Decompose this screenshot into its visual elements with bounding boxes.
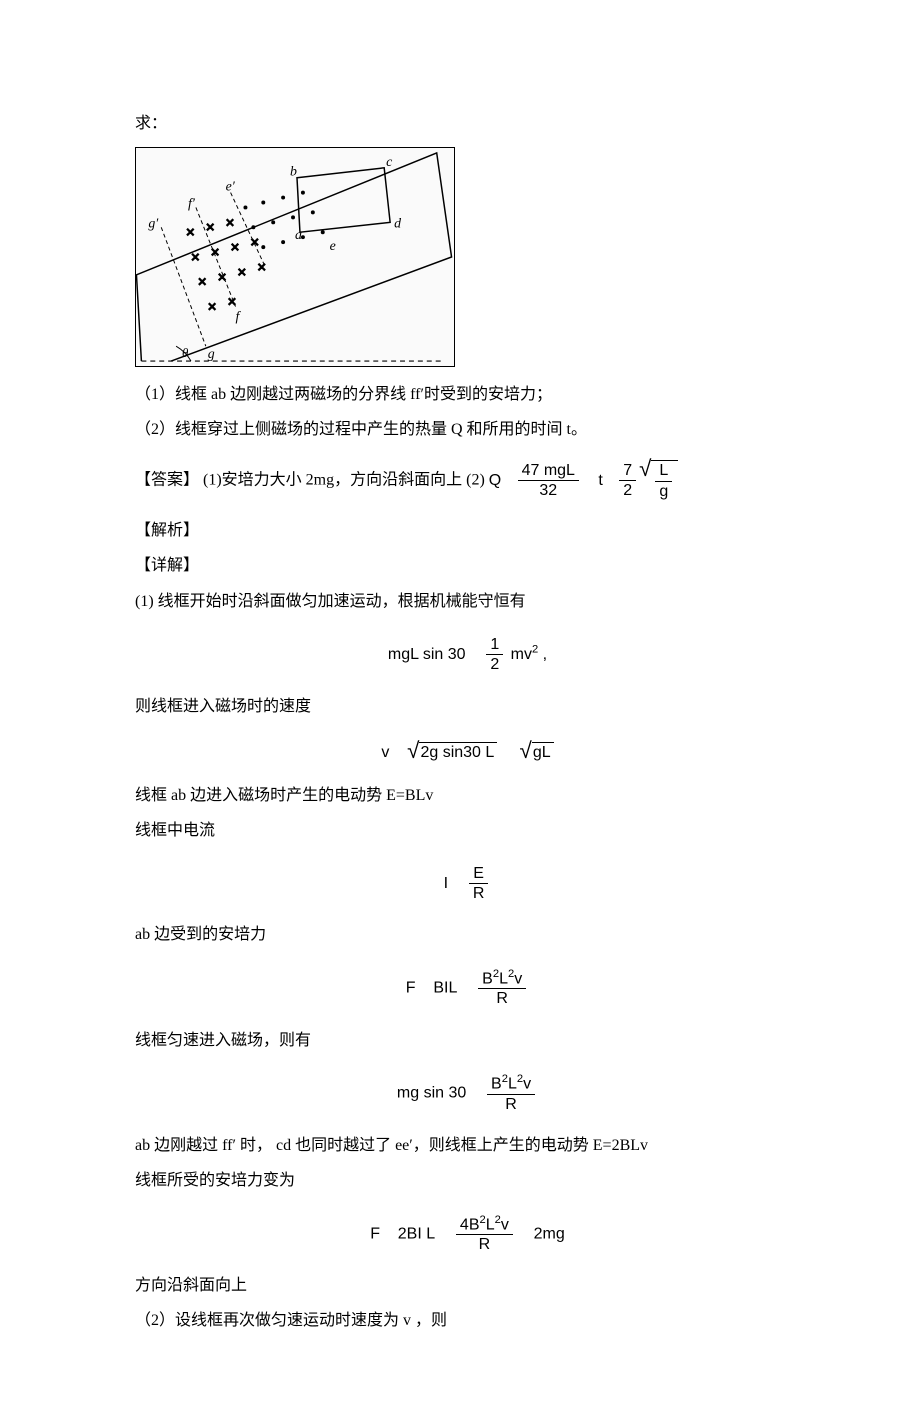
const-v-text: 线框匀速进入磁场，则有: [135, 1027, 800, 1056]
svg-text:×: ×: [186, 225, 195, 241]
question-2: （2）线框穿过上侧磁场的过程中产生的热量 Q 和所用的时间 t。: [135, 416, 800, 445]
svg-text:b: b: [290, 165, 297, 180]
svg-text:×: ×: [238, 265, 247, 281]
svg-text:×: ×: [228, 294, 237, 310]
svg-text:d: d: [394, 216, 401, 231]
dir-up-text: 方向沿斜面向上: [135, 1272, 800, 1301]
part2-text: （2）设线框再次做匀速运动时速度为 v ，则: [135, 1307, 800, 1336]
eq-force2: F 2BI L 4B2L2v R 2mg: [135, 1214, 800, 1255]
jiexi-label: 【解析】: [135, 517, 800, 546]
incline-outline: [136, 153, 451, 361]
svg-text:g: g: [208, 347, 215, 362]
eq-current: I ER: [135, 864, 800, 903]
answer-1-text: (1)安培力大小 2mg，方向沿斜面向上 (2): [203, 472, 485, 489]
eq-energy: mgL sin 30 12 mv2 ,: [135, 635, 800, 674]
theta-label: θ: [182, 346, 189, 360]
answer-t: t 72√Lg: [598, 472, 678, 489]
eq-speed: v √2g sin30 L √gL: [135, 739, 800, 768]
crosses-field: ××× ×××× ×××× ××: [186, 215, 266, 315]
enter-speed-text: 则线框进入磁场时的速度: [135, 693, 800, 722]
svg-text:e′: e′: [226, 179, 236, 194]
svg-text:g′: g′: [148, 216, 159, 231]
answer-q: Q 47 mgL32: [489, 472, 587, 489]
answer-line: 【答案】 (1)安培力大小 2mg，方向沿斜面向上 (2) Q 47 mgL32…: [135, 460, 800, 500]
svg-text:×: ×: [198, 275, 207, 291]
force-become-text: 线框所受的安培力变为: [135, 1167, 800, 1196]
svg-text:f′: f′: [188, 196, 196, 211]
ab-force-text: ab 边受到的安培力: [135, 921, 800, 950]
svg-text:×: ×: [231, 240, 240, 256]
current-text: 线框中电流: [135, 817, 800, 846]
eq-balance: mg sin 30 B2L2v R: [135, 1073, 800, 1114]
svg-text:×: ×: [226, 215, 235, 231]
prompt-qiu: 求：: [135, 110, 800, 139]
svg-text:×: ×: [206, 220, 215, 236]
xiangjie-label: 【详解】: [135, 552, 800, 581]
svg-text:×: ×: [257, 260, 266, 276]
svg-text:f: f: [236, 309, 242, 324]
svg-text:e: e: [330, 239, 336, 254]
svg-text:×: ×: [218, 270, 227, 286]
diagram-svg: θ ××× ×××× ×××× ×× ab cd ee′ ff′ gg′: [136, 148, 454, 366]
eq-force: F BIL B2L2v R: [135, 968, 800, 1009]
svg-text:×: ×: [250, 235, 259, 251]
svg-text:×: ×: [191, 250, 200, 266]
emf-text: 线框 ab 边进入磁场时产生的电动势 E=BLv: [135, 782, 800, 811]
diagram-labels: a b c d e e′ f f′ g g′: [148, 155, 401, 362]
svg-text:a: a: [295, 228, 302, 243]
physics-diagram: θ ××× ×××× ×××× ×× ab cd ee′ ff′ gg′: [135, 147, 455, 367]
question-1: （1）线框 ab 边刚越过两磁场的分界线 ff′时受到的安培力；: [135, 381, 800, 410]
detail-1: (1) 线框开始时沿斜面做匀加速运动，根据机械能守恒有: [135, 588, 800, 617]
svg-text:c: c: [386, 155, 392, 170]
cross-text: ab 边刚越过 ff′ 时， cd 也同时越过了 ee′，则线框上产生的电动势 …: [135, 1132, 800, 1161]
svg-text:×: ×: [211, 245, 220, 261]
svg-text:×: ×: [208, 299, 217, 315]
answer-label: 【答案】: [135, 472, 199, 489]
